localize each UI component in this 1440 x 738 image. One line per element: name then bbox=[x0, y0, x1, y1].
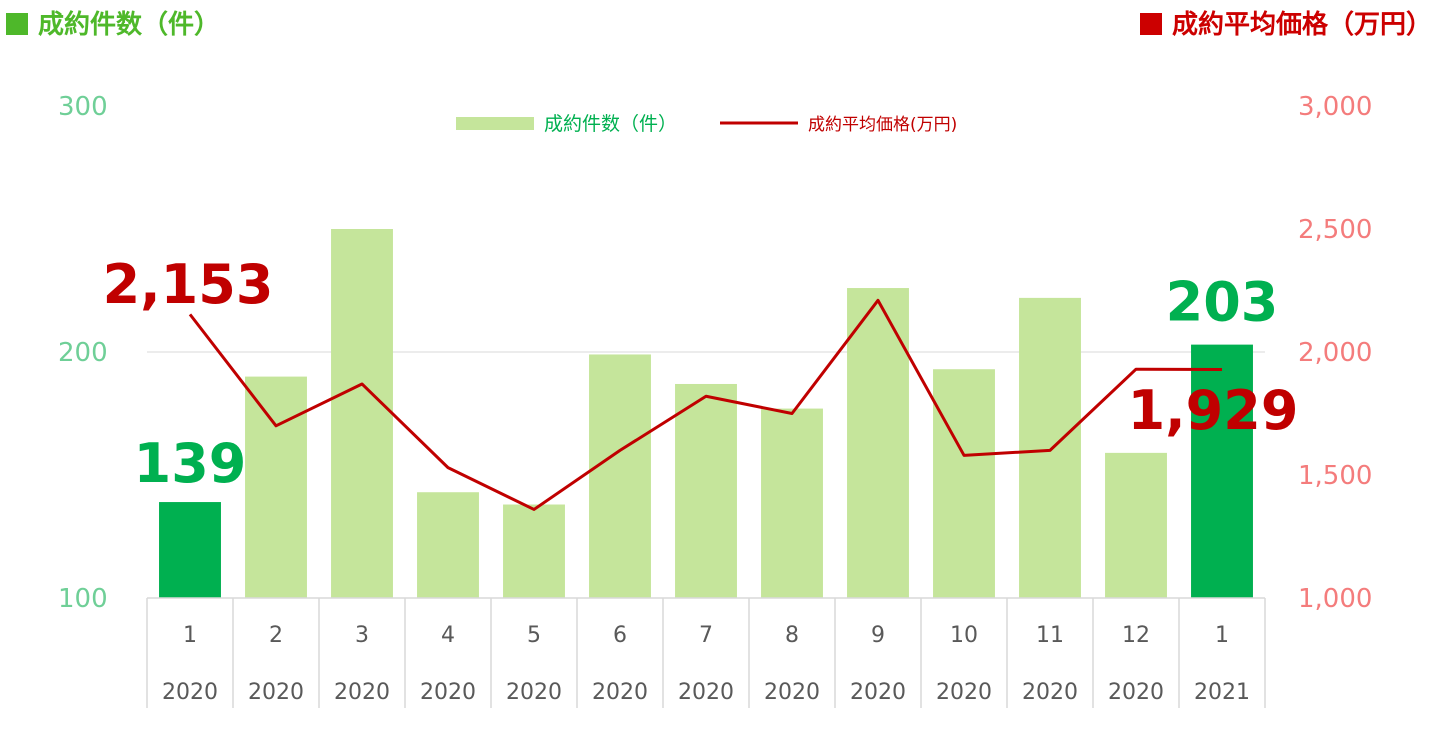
x-tick-label-year: 2020 bbox=[678, 680, 734, 705]
right-y-tick-label: 1,000 bbox=[1298, 584, 1372, 614]
bar bbox=[331, 229, 393, 598]
bar bbox=[245, 376, 307, 598]
legend-line-label: 成約平均価格(万円) bbox=[808, 115, 957, 135]
bar bbox=[1191, 344, 1253, 598]
x-tick-label-month: 9 bbox=[871, 623, 885, 648]
left-y-tick-label: 100 bbox=[58, 584, 108, 614]
left-y-tick-label: 300 bbox=[58, 92, 108, 122]
bar bbox=[675, 383, 737, 598]
red-square-icon bbox=[1139, 13, 1162, 35]
bar-data-label: 203 bbox=[1166, 271, 1279, 334]
legend-bar-swatch bbox=[456, 117, 534, 130]
line-series bbox=[188, 298, 1223, 511]
x-tick-label-year: 2020 bbox=[162, 680, 218, 705]
bar bbox=[847, 288, 909, 598]
right-y-tick-label: 1,500 bbox=[1298, 461, 1372, 491]
x-tick-label-month: 7 bbox=[699, 623, 713, 648]
x-tick-label-month: 6 bbox=[613, 623, 627, 648]
bar bbox=[1105, 452, 1167, 598]
bar-series bbox=[159, 229, 1253, 598]
bar bbox=[933, 369, 995, 598]
right-axis-header: 成約平均価格（万円） bbox=[1139, 4, 1432, 41]
bar bbox=[503, 504, 565, 598]
x-tick-label-year: 2020 bbox=[936, 680, 992, 705]
left-axis-header-label: 成約件数（件） bbox=[38, 10, 221, 40]
x-tick-label-month: 8 bbox=[785, 623, 799, 648]
x-tick-label-year: 2020 bbox=[1022, 680, 1078, 705]
x-tick-label-month: 3 bbox=[355, 623, 369, 648]
left-y-tick-label: 200 bbox=[58, 338, 108, 368]
line-data-label: 1,929 bbox=[1128, 379, 1299, 442]
x-tick-label-year: 2020 bbox=[248, 680, 304, 705]
x-tick-label-year: 2020 bbox=[850, 680, 906, 705]
x-tick-label-month: 1 bbox=[1215, 623, 1229, 648]
x-tick-label-month: 2 bbox=[269, 623, 283, 648]
bar bbox=[1019, 297, 1081, 598]
left-axis-header: 成約件数（件） bbox=[6, 4, 220, 41]
data-labels: 139 203 2,153 1,929 bbox=[103, 253, 1299, 495]
x-tick-label-month: 10 bbox=[950, 623, 978, 648]
legend-bar-label: 成約件数（件） bbox=[544, 113, 677, 135]
x-tick-label-year: 2020 bbox=[1108, 680, 1164, 705]
x-tick-label-year: 2021 bbox=[1194, 680, 1250, 705]
right-y-tick-label: 2,000 bbox=[1298, 338, 1372, 368]
legend: 成約件数（件） 成約平均価格(万円) bbox=[456, 113, 957, 135]
x-axis: 1 2020 2 2020 3 2020 4 2020 5 2020 6 2020 7 2020 8 2020… bbox=[146, 597, 1266, 708]
line-path bbox=[188, 298, 1223, 511]
bar bbox=[417, 492, 479, 598]
bar bbox=[761, 408, 823, 598]
x-tick-label-month: 4 bbox=[441, 623, 455, 648]
right-axis-header-label: 成約平均価格（万円） bbox=[1171, 10, 1432, 40]
right-y-tick-label: 2,500 bbox=[1298, 215, 1372, 245]
x-tick-label-year: 2020 bbox=[506, 680, 562, 705]
x-tick-label-month: 12 bbox=[1122, 623, 1150, 648]
x-tick-label-year: 2020 bbox=[420, 680, 476, 705]
x-tick-label-month: 5 bbox=[527, 623, 541, 648]
bar bbox=[159, 502, 221, 598]
green-square-icon bbox=[6, 13, 28, 35]
x-tick-label-month: 11 bbox=[1036, 623, 1064, 648]
y-axis-ticks: 100 200 300 1,000 1,500 2,000 2,500 3,000 bbox=[58, 92, 1372, 614]
bar bbox=[589, 354, 651, 598]
x-tick-label-month: 1 bbox=[183, 623, 197, 648]
bar-data-label: 139 bbox=[134, 432, 247, 495]
x-tick-label-year: 2020 bbox=[764, 680, 820, 705]
line-data-label: 2,153 bbox=[103, 253, 274, 316]
right-y-tick-label: 3,000 bbox=[1298, 92, 1372, 122]
x-tick-label-year: 2020 bbox=[592, 680, 648, 705]
x-tick-label-year: 2020 bbox=[334, 680, 390, 705]
